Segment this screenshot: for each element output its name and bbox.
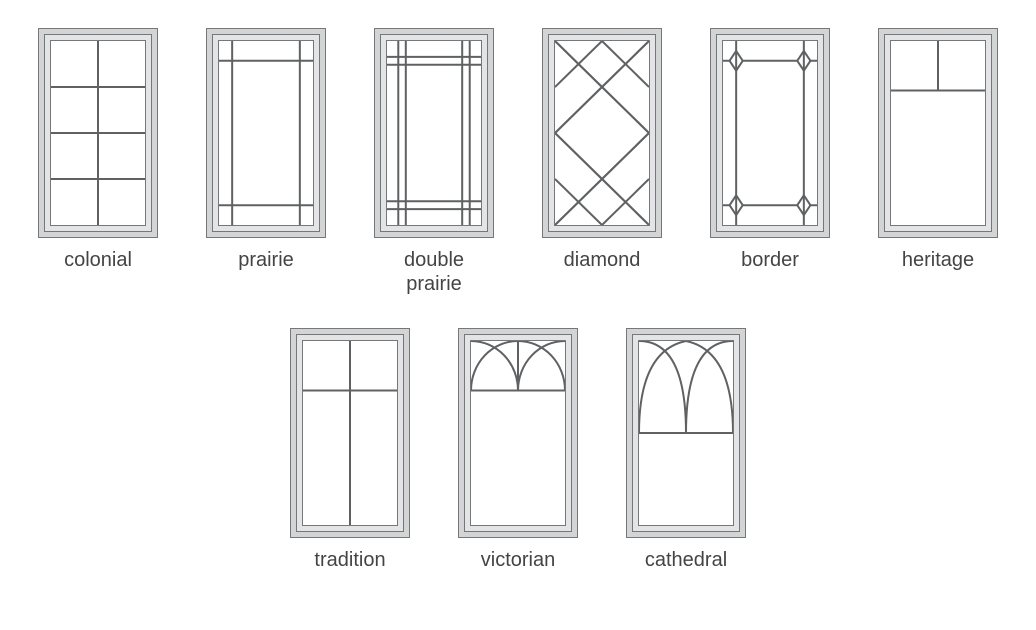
window-style-cathedral: cathedral bbox=[626, 328, 746, 572]
window-label: victorian bbox=[481, 548, 555, 572]
window-label: tradition bbox=[314, 548, 385, 572]
window-style-border: border bbox=[710, 28, 830, 296]
window-frame bbox=[542, 28, 662, 238]
window-row: colonial prairie double prairie diamond bord… bbox=[0, 28, 1036, 296]
window-label: colonial bbox=[64, 248, 132, 272]
window-label: double prairie bbox=[404, 248, 464, 296]
window-glass bbox=[638, 340, 734, 526]
window-glass bbox=[554, 40, 650, 226]
window-frame bbox=[710, 28, 830, 238]
window-label: heritage bbox=[902, 248, 974, 272]
muntin-pattern-prairie bbox=[219, 41, 313, 225]
muntin-pattern-double-prairie bbox=[387, 41, 481, 225]
window-label: border bbox=[741, 248, 799, 272]
window-frame bbox=[290, 328, 410, 538]
muntin-pattern-heritage bbox=[891, 41, 985, 225]
muntin-pattern-victorian bbox=[471, 341, 565, 525]
window-sash bbox=[464, 334, 572, 532]
window-glass bbox=[890, 40, 986, 226]
window-frame bbox=[878, 28, 998, 238]
muntin-pattern-tradition bbox=[303, 341, 397, 525]
window-sash bbox=[632, 334, 740, 532]
window-sash bbox=[716, 34, 824, 232]
muntin-pattern-border bbox=[723, 41, 817, 225]
window-style-colonial: colonial bbox=[38, 28, 158, 296]
window-frame bbox=[38, 28, 158, 238]
window-glass bbox=[218, 40, 314, 226]
window-style-victorian: victorian bbox=[458, 328, 578, 572]
window-style-double-prairie: double prairie bbox=[374, 28, 494, 296]
window-frame bbox=[458, 328, 578, 538]
window-glass bbox=[722, 40, 818, 226]
window-glass bbox=[386, 40, 482, 226]
window-style-tradition: tradition bbox=[290, 328, 410, 572]
window-frame bbox=[626, 328, 746, 538]
window-label: prairie bbox=[238, 248, 294, 272]
window-style-diamond: diamond bbox=[542, 28, 662, 296]
window-sash bbox=[296, 334, 404, 532]
window-glass bbox=[302, 340, 398, 526]
window-sash bbox=[884, 34, 992, 232]
window-label: diamond bbox=[564, 248, 641, 272]
muntin-pattern-colonial bbox=[51, 41, 145, 225]
muntin-pattern-diamond bbox=[555, 41, 649, 225]
window-sash bbox=[548, 34, 656, 232]
window-frame bbox=[374, 28, 494, 238]
window-style-heritage: heritage bbox=[878, 28, 998, 296]
window-glass bbox=[50, 40, 146, 226]
window-style-prairie: prairie bbox=[206, 28, 326, 296]
window-row: tradition victorian cathedral bbox=[0, 328, 1036, 572]
window-glass bbox=[470, 340, 566, 526]
window-styles-diagram: colonial prairie double prairie diamond bord… bbox=[0, 0, 1036, 630]
window-frame bbox=[206, 28, 326, 238]
muntin-pattern-cathedral bbox=[639, 341, 733, 525]
window-sash bbox=[380, 34, 488, 232]
window-sash bbox=[212, 34, 320, 232]
window-sash bbox=[44, 34, 152, 232]
window-label: cathedral bbox=[645, 548, 727, 572]
